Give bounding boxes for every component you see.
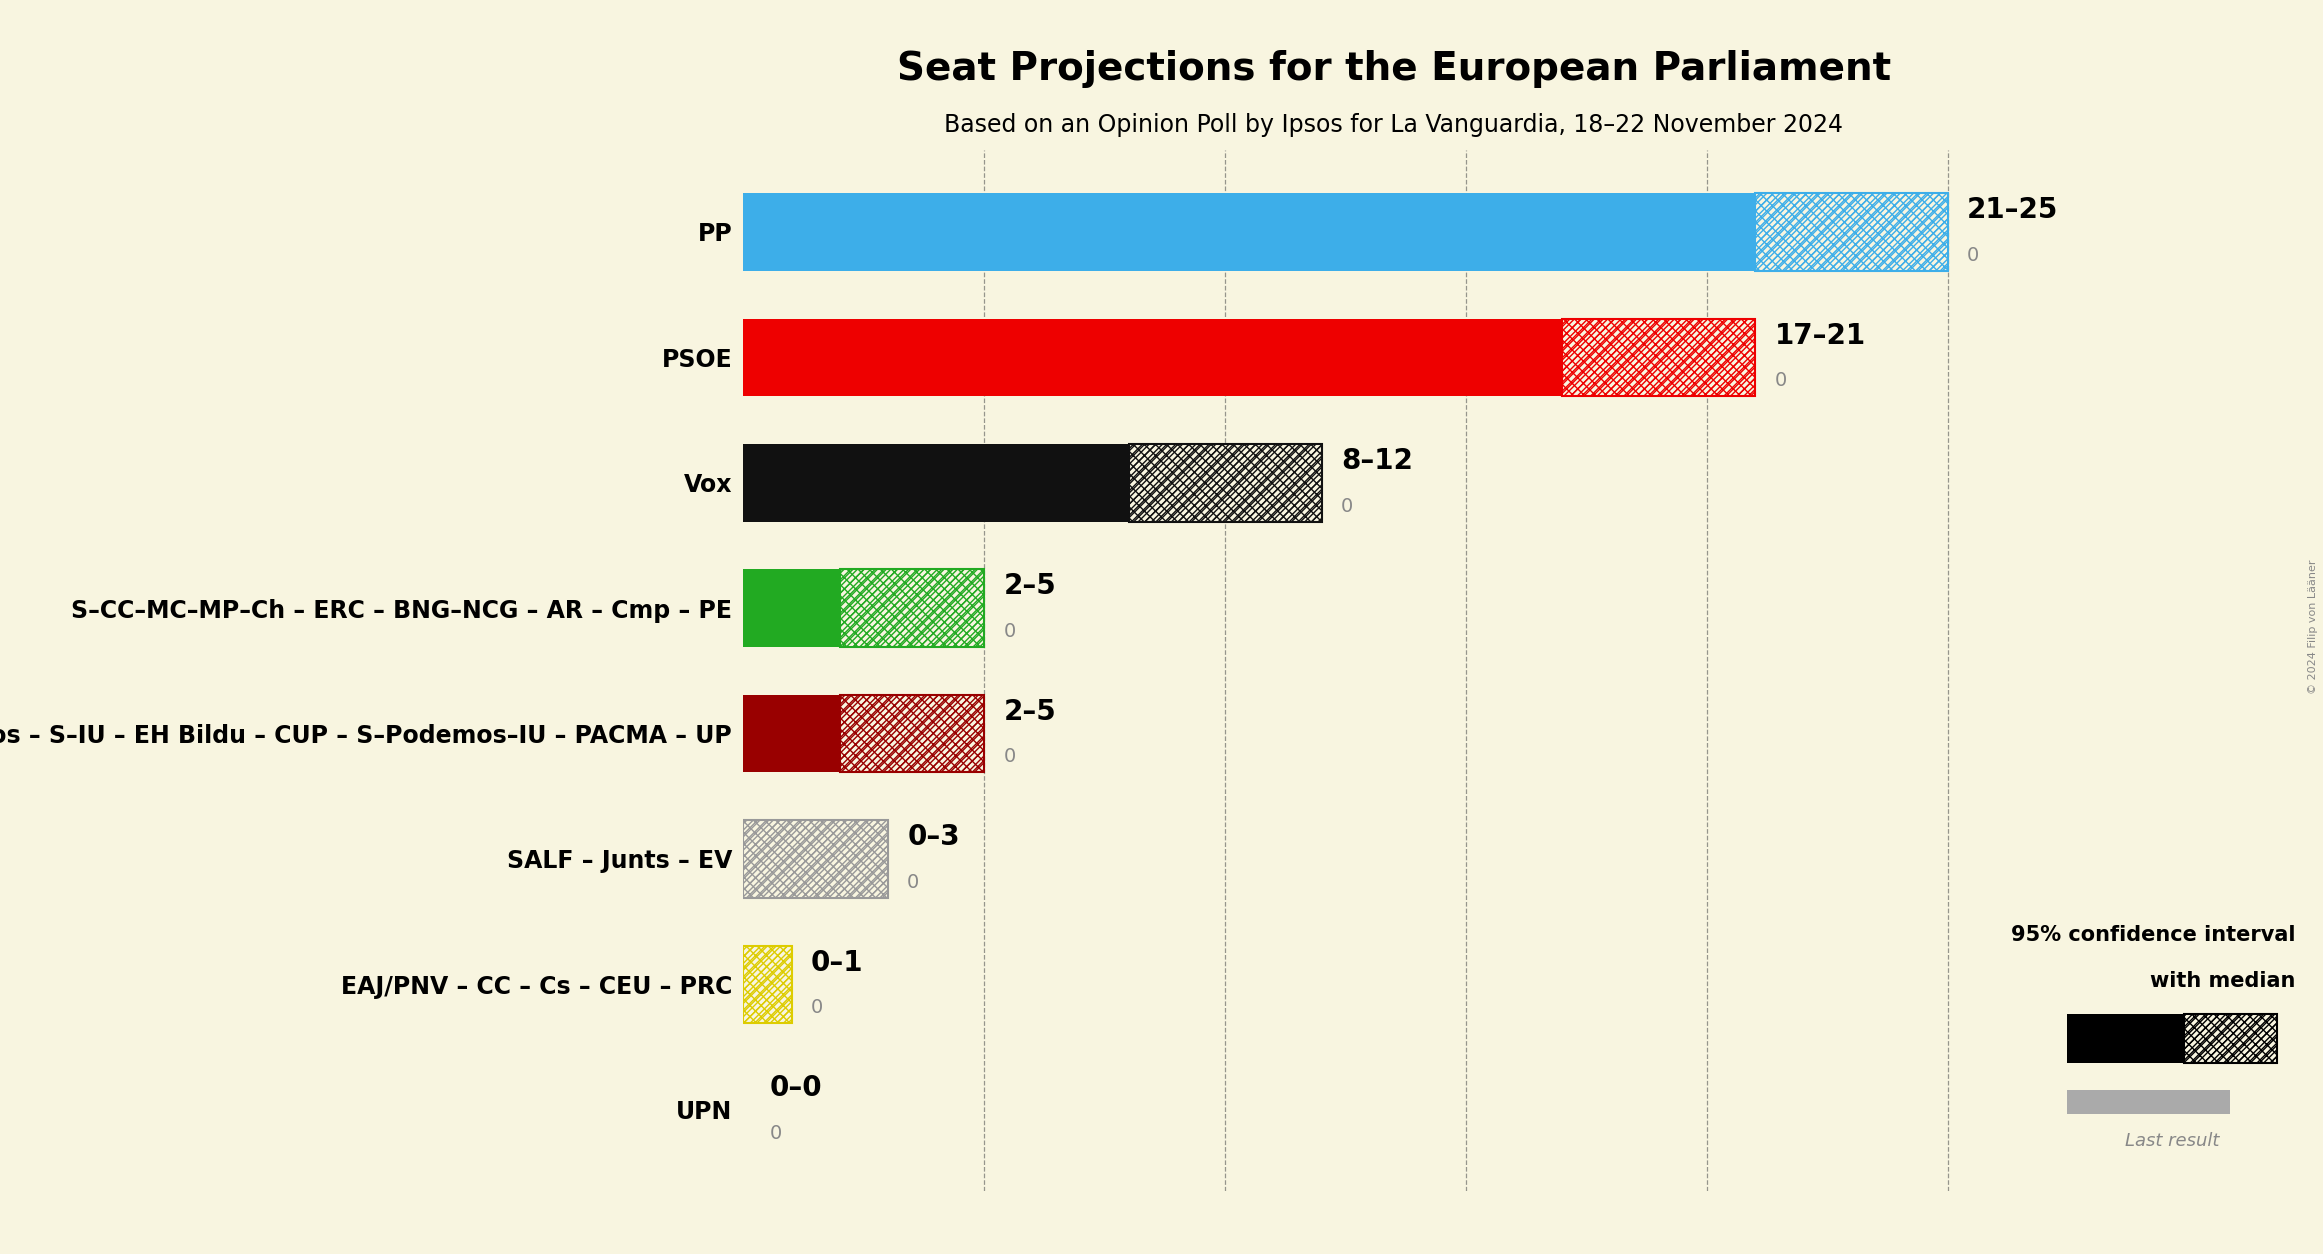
Bar	[743, 695, 839, 772]
Bar	[743, 946, 792, 1023]
Text: 0: 0	[1004, 622, 1015, 641]
Bar	[743, 820, 887, 898]
Text: Seat Projections for the European Parliament: Seat Projections for the European Parlia…	[897, 50, 1891, 88]
Bar	[1756, 193, 1949, 271]
Text: 95% confidence interval: 95% confidence interval	[2012, 925, 2295, 946]
Bar	[1756, 193, 1949, 271]
Text: 2–5: 2–5	[1004, 697, 1057, 726]
Bar	[743, 820, 887, 898]
Text: 17–21: 17–21	[1775, 321, 1865, 350]
Text: 0–3: 0–3	[908, 823, 959, 851]
Bar	[1129, 444, 1322, 522]
Bar	[743, 444, 1129, 522]
Text: © 2024 Filip von Lääner: © 2024 Filip von Lääner	[2309, 559, 2318, 695]
Text: 0: 0	[908, 873, 920, 892]
Bar	[1563, 319, 1756, 396]
Bar	[839, 569, 985, 647]
Text: 0: 0	[1004, 747, 1015, 766]
Bar	[839, 695, 985, 772]
Bar	[839, 695, 985, 772]
Bar	[743, 569, 839, 647]
Text: 0: 0	[769, 1124, 783, 1142]
Bar	[743, 946, 792, 1023]
Bar	[839, 569, 985, 647]
Bar	[1129, 444, 1322, 522]
Bar	[2184, 1013, 2277, 1062]
Text: 0: 0	[1775, 371, 1786, 390]
Bar	[743, 946, 792, 1023]
Bar	[2184, 1013, 2277, 1062]
Bar	[839, 569, 985, 647]
Text: 0: 0	[811, 998, 822, 1017]
Text: Last result: Last result	[2126, 1132, 2218, 1150]
Bar	[1129, 444, 1322, 522]
Bar	[743, 820, 887, 898]
Text: 0: 0	[1968, 246, 1979, 265]
Bar	[1563, 319, 1756, 396]
Bar	[839, 569, 985, 647]
Bar	[2067, 1013, 2184, 1062]
Text: 2–5: 2–5	[1004, 572, 1057, 601]
Text: 21–25: 21–25	[1968, 196, 2058, 224]
Bar	[1563, 319, 1756, 396]
Text: 8–12: 8–12	[1340, 446, 1412, 475]
Text: 0–0: 0–0	[769, 1073, 822, 1102]
Bar	[839, 695, 985, 772]
Text: with median: with median	[2149, 971, 2295, 991]
Bar	[1563, 319, 1756, 396]
Bar	[1756, 193, 1949, 271]
Bar	[1129, 444, 1322, 522]
Bar	[1756, 193, 1949, 271]
Bar	[743, 820, 887, 898]
Text: 0: 0	[1340, 497, 1352, 515]
Text: 0–1: 0–1	[811, 948, 864, 977]
Bar	[743, 193, 1756, 271]
Bar	[2184, 1013, 2277, 1062]
Text: Based on an Opinion Poll by Ipsos for La Vanguardia, 18–22 November 2024: Based on an Opinion Poll by Ipsos for La…	[945, 113, 1842, 137]
Bar	[743, 319, 1563, 396]
Bar	[743, 946, 792, 1023]
Bar	[2067, 1090, 2230, 1115]
Bar	[839, 695, 985, 772]
